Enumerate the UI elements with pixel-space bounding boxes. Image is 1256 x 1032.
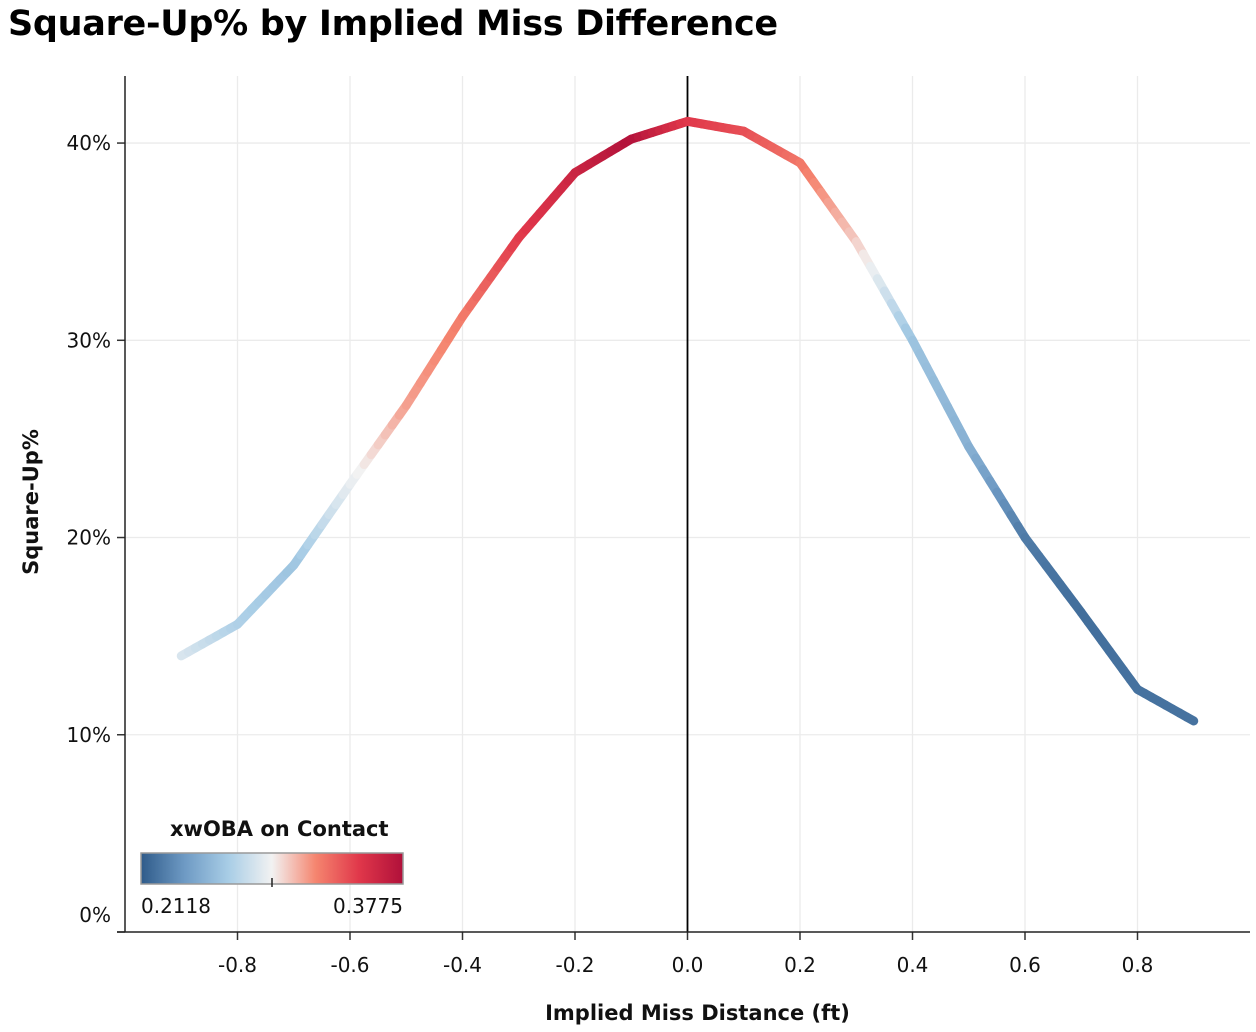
x-tick-label: -0.6 bbox=[330, 953, 369, 977]
x-tick-label: -0.8 bbox=[218, 953, 257, 977]
y-axis-title: Square-Up% bbox=[19, 429, 43, 575]
y-tick-label: 40% bbox=[67, 131, 111, 155]
y-tick-label: 10% bbox=[67, 723, 111, 747]
legend-title: xwOBA on Contact bbox=[170, 817, 389, 841]
x-tick-label: -0.2 bbox=[555, 953, 594, 977]
x-tick-label: 0.0 bbox=[672, 953, 704, 977]
axes bbox=[117, 76, 1250, 940]
x-axis-title: Implied Miss Distance (ft) bbox=[545, 1001, 850, 1025]
x-tick-label: 0.2 bbox=[784, 953, 816, 977]
x-tick-label: 0.8 bbox=[1122, 953, 1154, 977]
x-tick-label: -0.4 bbox=[443, 953, 482, 977]
x-tick-label: 0.6 bbox=[1009, 953, 1041, 977]
y-tick-label: 30% bbox=[67, 328, 111, 352]
y-tick-label: 20% bbox=[67, 526, 111, 550]
tick-labels: -0.8 -0.6 -0.4 -0.2 0.0 0.2 0.4 0.6 0.8 0% 10% 20% 3… bbox=[67, 131, 1154, 977]
legend-min-label: 0.2118 bbox=[141, 894, 211, 918]
chart-title: Square-Up% by Implied Miss Difference bbox=[8, 4, 778, 44]
line-segment bbox=[1182, 712, 1199, 726]
y-tick-label: 0% bbox=[79, 903, 111, 927]
x-tick-label: 0.4 bbox=[897, 953, 929, 977]
legend-max-label: 0.3775 bbox=[333, 894, 403, 918]
color-legend: xwOBA on Contact 0.2118 0.3775 bbox=[140, 817, 404, 918]
series-line bbox=[176, 116, 1199, 726]
